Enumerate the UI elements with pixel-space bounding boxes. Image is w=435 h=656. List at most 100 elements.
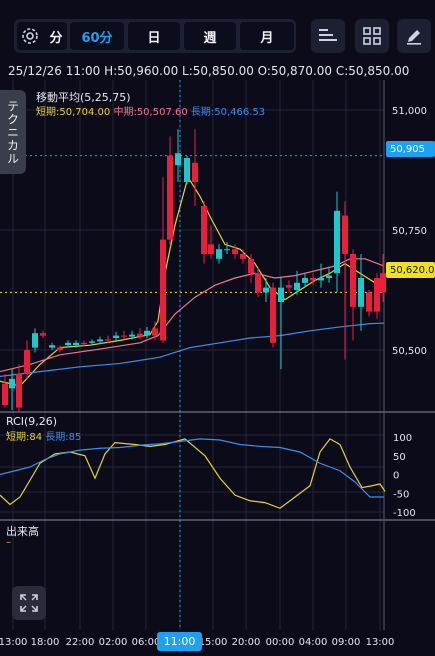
candle-body <box>208 244 214 254</box>
time-tick-label: 04:00 <box>299 637 328 648</box>
candle-body <box>167 155 173 240</box>
candle-body <box>380 273 386 293</box>
time-tick-label: 00:00 <box>266 637 295 648</box>
draw-icon <box>407 30 421 45</box>
candle-body <box>263 287 269 293</box>
ma-legend: 短期:50,704.00 中期:50,507.60 長期:50,466.53 <box>36 103 265 118</box>
candle-body <box>270 287 276 343</box>
candle-body <box>192 162 198 182</box>
rci-tick-label: 50 <box>393 452 406 463</box>
rci-long-line <box>0 438 384 498</box>
tab-60min[interactable]: 60分 <box>70 22 124 50</box>
candle-body <box>255 273 261 293</box>
candle-body <box>240 254 246 259</box>
candle-body <box>302 278 308 283</box>
candle-body <box>89 341 95 343</box>
expand-button[interactable] <box>12 586 46 620</box>
candle-body <box>175 153 181 166</box>
candle-body <box>358 278 364 307</box>
rci-short-line <box>0 438 386 509</box>
time-tick-label: 20:00 <box>232 637 261 648</box>
technical-side-tab[interactable]: テクニカル <box>0 90 26 174</box>
expand-icon <box>20 594 38 612</box>
price-tick-label: 50,750 <box>392 226 427 237</box>
candle-body <box>342 215 348 254</box>
candle-body <box>310 278 316 281</box>
candle-body <box>184 158 190 182</box>
candle-body <box>326 275 332 278</box>
candle-body <box>57 347 63 350</box>
candle-body <box>366 292 372 312</box>
tab-minute-label: 分 <box>49 30 63 46</box>
volume-title: 出来高 <box>6 525 39 538</box>
rci-title: RCI(9,26) <box>6 415 58 428</box>
candle-body <box>232 249 238 254</box>
ma-short-value: 短期:50,704.00 <box>36 107 111 118</box>
ohlc-info: 25/12/26 11:00 H:50,960.00 L:50,850.00 O… <box>8 64 410 78</box>
candle-body <box>286 285 292 288</box>
candle-body <box>144 330 150 336</box>
candle-body <box>278 287 284 302</box>
candle-body <box>224 249 230 251</box>
tab-month[interactable]: 月 <box>240 22 294 50</box>
time-tick-label: 18:00 <box>31 637 60 648</box>
candle-body <box>160 239 166 341</box>
draw-button[interactable] <box>397 19 431 53</box>
time-tick-label: 15:00 <box>199 637 228 648</box>
rci-tick-label: 100 <box>393 433 412 444</box>
rci-short-value: 短期:84 <box>6 432 43 443</box>
price-tick-label: 50,500 <box>392 346 427 357</box>
candle-body <box>49 345 55 348</box>
time-tick-label: 22:00 <box>66 637 95 648</box>
volume-value: – <box>6 537 11 548</box>
time-tick-label: 02:00 <box>99 637 128 648</box>
rci-tick-label: -50 <box>393 489 409 500</box>
indicator-button[interactable] <box>311 19 345 53</box>
gear-icon[interactable] <box>18 24 42 48</box>
candle-body <box>350 254 356 307</box>
ma-title: 移動平均(5,25,75) <box>36 91 131 104</box>
candle-body <box>374 278 380 312</box>
ma-mid-value: 中期:50,507.60 <box>113 107 188 118</box>
candle-body <box>318 278 324 281</box>
tab-minute[interactable]: 分 <box>17 22 67 50</box>
ma-long-value: 長期:50,466.53 <box>190 107 266 118</box>
candle-body <box>105 339 111 341</box>
candle-body <box>65 342 71 346</box>
candle-body <box>137 333 143 337</box>
toolbar: 分 60分 日 週 月 <box>0 0 435 64</box>
time-tick-label: 09:00 <box>332 637 361 648</box>
tab-day[interactable]: 日 <box>128 22 180 50</box>
time-tick-label: 06:00 <box>132 637 161 648</box>
candle-body <box>216 249 222 259</box>
candle-body <box>97 339 103 342</box>
crosshair-time-badge: 11:00 <box>157 632 202 651</box>
layout-button[interactable] <box>355 19 389 53</box>
rci-legend: 短期:84 長期:85 <box>6 428 81 443</box>
tab-week[interactable]: 週 <box>184 22 236 50</box>
candle-body <box>24 350 30 374</box>
candle-body <box>334 210 340 274</box>
price-tick-label: 51,000 <box>392 106 427 117</box>
rci-tick-label: 0 <box>393 471 399 482</box>
candle-body <box>9 378 15 389</box>
last-price-tag: 50,620.00 <box>386 262 435 278</box>
candle-body <box>129 334 135 337</box>
candle-body <box>121 335 127 337</box>
candle-body <box>294 282 300 290</box>
crosshair-price-tag: 50,905 <box>386 141 435 157</box>
candle-body <box>201 206 207 254</box>
candle-body <box>2 383 8 406</box>
indicator-icon <box>319 29 337 41</box>
timeframe-selector: 分 60分 日 週 月 <box>14 19 296 53</box>
time-tick-label: 13:00 <box>0 637 27 648</box>
candle-body <box>113 335 119 338</box>
ma-long-line <box>0 322 385 377</box>
candle-body <box>152 328 158 336</box>
rci-long-value: 長期:85 <box>45 432 82 443</box>
candle-body <box>73 342 79 346</box>
candle-body <box>81 342 87 345</box>
candle-body <box>32 333 38 348</box>
candle-body <box>40 333 46 336</box>
rci-tick-label: -100 <box>393 508 416 519</box>
